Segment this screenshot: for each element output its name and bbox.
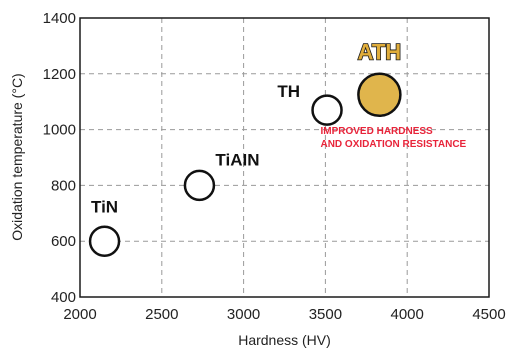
point-label: TiAIN [215, 150, 259, 169]
y-tick-label: 1400 [43, 10, 76, 27]
point-marker [311, 94, 343, 126]
y-tick-label: 1200 [43, 66, 76, 83]
plot-frame [79, 17, 490, 298]
y-tick-label: 400 [51, 289, 76, 306]
highlight-point-marker [357, 72, 402, 117]
x-tick-label: 4500 [472, 306, 505, 323]
annotation-line: IMPROVED HARDNESS [320, 126, 433, 137]
point-marker [88, 225, 121, 257]
grid-layer [80, 18, 489, 297]
tick-labels: 2000 2500 3000 3500 4000 4500 400 600 800 1000 120… [43, 10, 506, 323]
point-label: TH [277, 82, 300, 101]
x-tick-label: 2000 [63, 306, 96, 323]
annotation-line: AND OXIDATION RESISTANCE [320, 139, 466, 150]
annotation: IMPROVED HARDNESS AND OXIDATION RESISTANC… [320, 126, 466, 150]
point-marker [183, 169, 216, 202]
x-tick-label: 2500 [145, 306, 178, 323]
y-axis-title: Oxidation temperature (°C) [9, 73, 25, 240]
x-tick-label: 4000 [391, 306, 424, 323]
y-tick-label: 1000 [43, 122, 76, 139]
y-tick-label: 600 [51, 233, 76, 250]
data-points [88, 72, 402, 257]
x-axis-title: Hardness (HV) [238, 332, 331, 348]
point-label: TiN [91, 198, 118, 217]
highlight-point-label: ATH [358, 40, 402, 65]
y-tick-label: 800 [51, 177, 76, 194]
x-tick-label: 3500 [309, 306, 342, 323]
x-tick-label: 3000 [227, 306, 260, 323]
point-labels: TiN TiAIN TH ATH [91, 39, 402, 217]
